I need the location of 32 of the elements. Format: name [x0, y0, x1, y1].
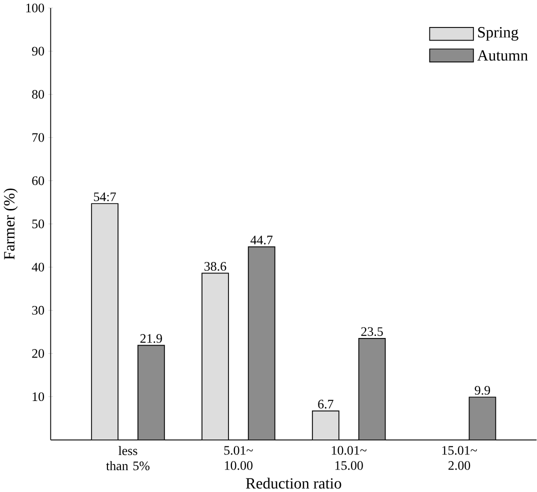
data-label: 44.7	[250, 236, 273, 244]
y-tick-label: 20	[32, 349, 44, 358]
data-label: 23.5	[361, 327, 383, 336]
data-label: 6.7	[318, 400, 334, 408]
y-tick-label: 90	[32, 46, 44, 56]
bar	[202, 273, 228, 440]
y-tick-label: 10	[32, 392, 44, 401]
bar	[248, 246, 275, 440]
x-axis-title: Reduction ratio	[246, 478, 342, 489]
x-tick-label: 15.01~ 2.00	[442, 446, 477, 470]
data-label: 9.9	[474, 386, 490, 395]
data-label: 38.6	[204, 262, 226, 271]
x-tick-label: 10.01~ 15.00	[332, 446, 367, 470]
y-tick-label: 80	[32, 90, 44, 99]
y-tick-label: 50	[32, 219, 44, 228]
y-tick-label: 30	[32, 306, 44, 315]
y-tick-label: 60	[32, 176, 44, 185]
x-tick-label: 5.01~ 10.00	[224, 446, 253, 470]
x-tick-label: less than 5%	[106, 446, 150, 470]
bar	[92, 204, 118, 440]
legend-label: Spring	[478, 26, 518, 41]
legend-label: Autumn	[477, 50, 528, 61]
data-label: 54:7	[94, 192, 116, 202]
y-tick-label: 40	[32, 262, 44, 272]
bar	[468, 396, 496, 440]
y-tick-label: 70	[32, 133, 44, 142]
y-tick-label: 100	[26, 3, 44, 12]
data-label: 21.9	[140, 334, 162, 343]
bar	[138, 345, 164, 440]
bar	[358, 338, 386, 440]
y-axis-title: Farmer (%)	[4, 188, 18, 260]
bar	[312, 410, 340, 440]
